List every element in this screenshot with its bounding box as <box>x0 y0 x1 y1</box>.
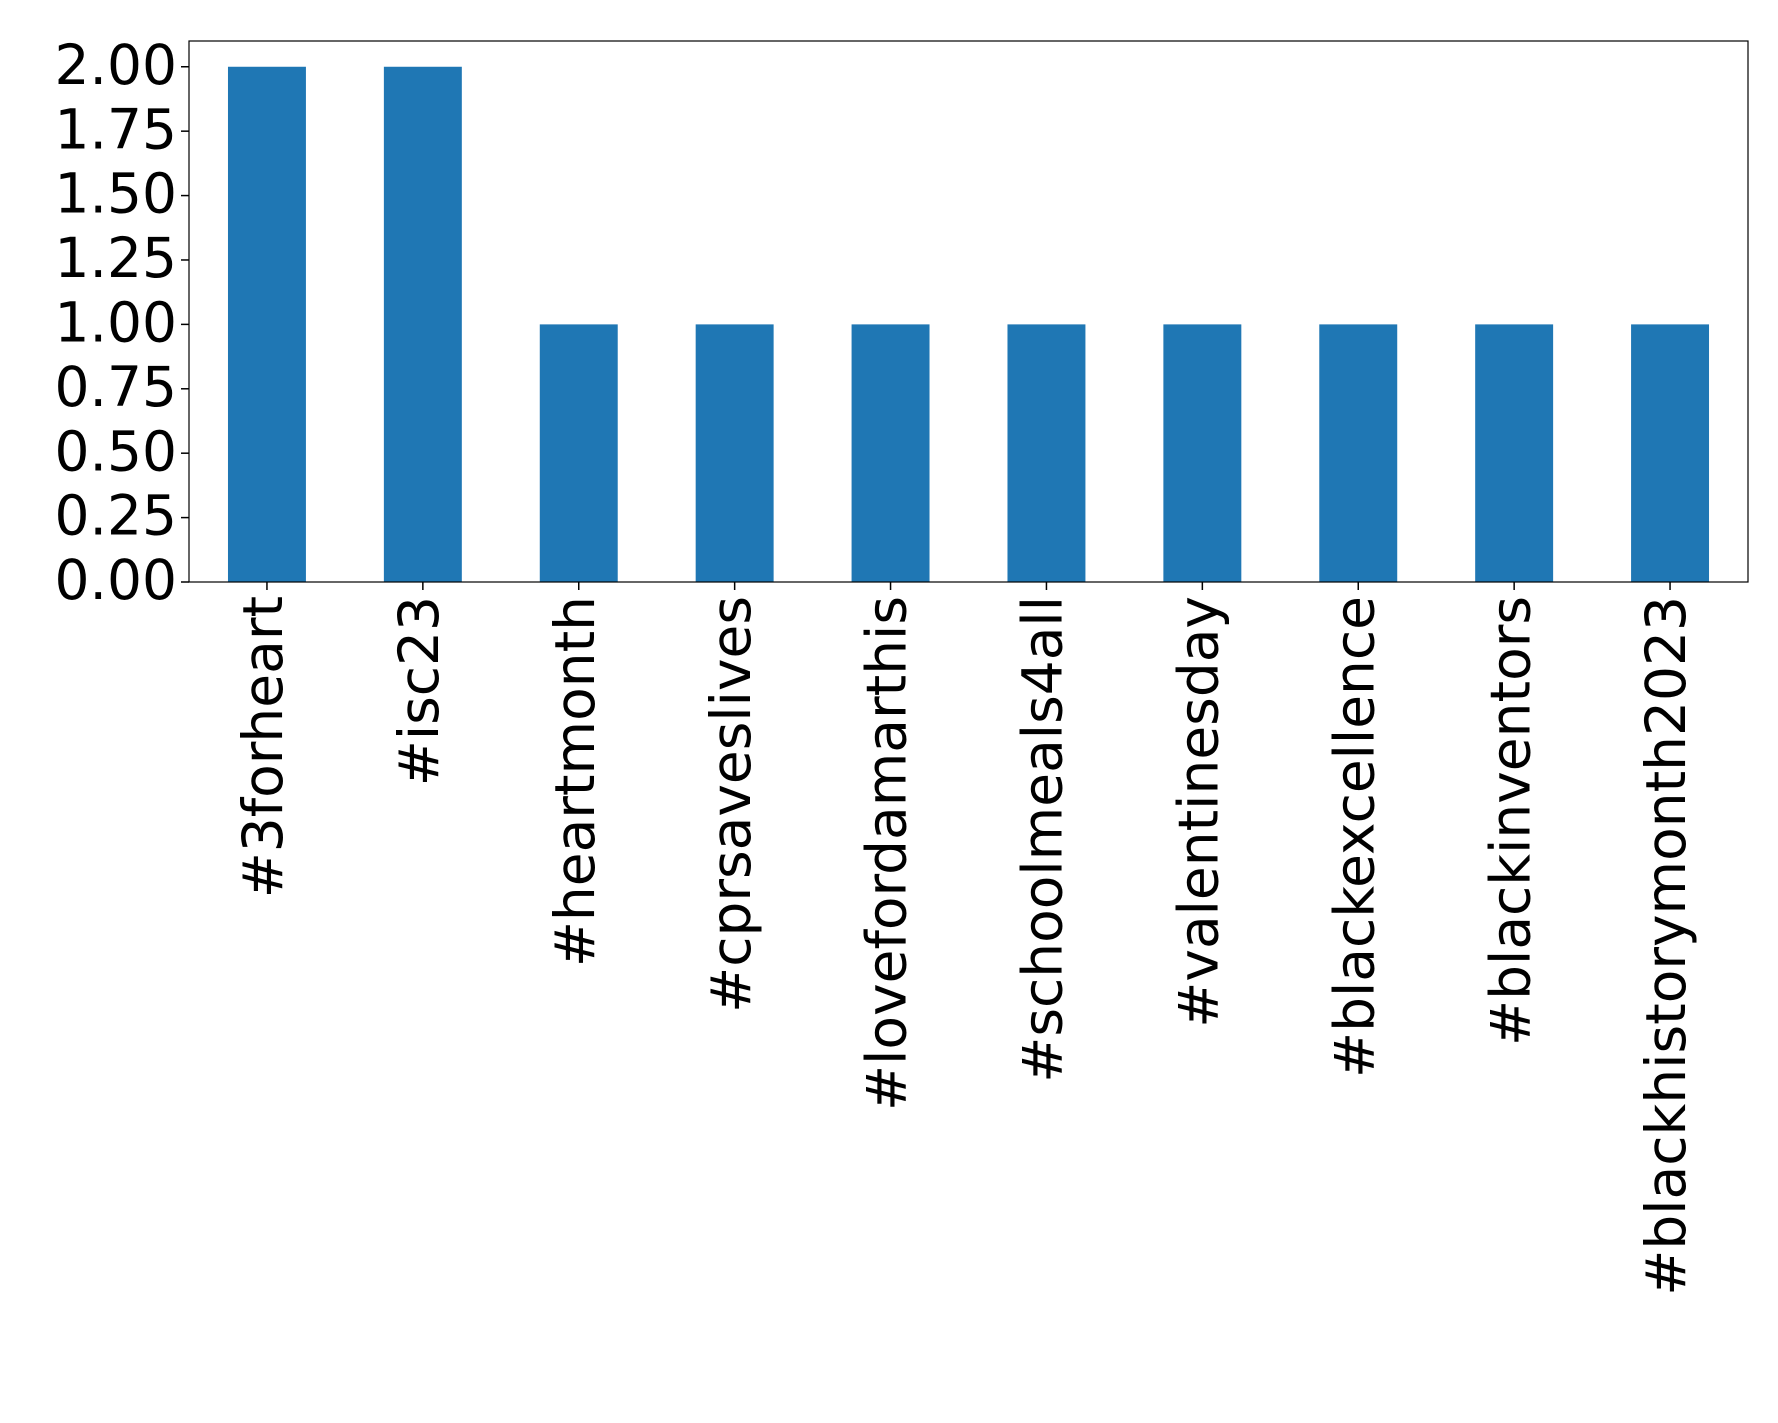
y-tick-label: 0.75 <box>55 355 177 419</box>
bar <box>383 66 462 582</box>
bar <box>1163 324 1242 582</box>
bar <box>227 66 306 582</box>
bar <box>1631 324 1710 582</box>
x-tick-label: #blackinventors <box>1478 596 1542 1046</box>
bar <box>1319 324 1398 582</box>
x-tick-label: #blackexcellence <box>1322 596 1386 1078</box>
y-tick-label: 1.25 <box>55 226 177 290</box>
bar <box>851 324 930 582</box>
plot-frame <box>188 40 1749 583</box>
bar <box>1475 324 1554 582</box>
y-tick-label: 0.25 <box>55 484 177 548</box>
x-tick-label: #lovefordamarthis <box>855 596 919 1111</box>
bar <box>539 324 618 582</box>
y-tick-label: 2.00 <box>55 33 177 97</box>
bar <box>1007 324 1086 582</box>
y-tick-label: 0.50 <box>55 419 177 483</box>
y-tick-label: 1.50 <box>55 162 177 226</box>
x-tick-label: #3forheart <box>231 596 295 898</box>
x-tick-label: #isc23 <box>387 596 451 786</box>
y-tick-label: 0.00 <box>55 548 177 612</box>
y-tick-label: 1.00 <box>55 291 177 355</box>
y-tick-label: 1.75 <box>55 97 177 161</box>
x-tick-label: #blackhistorymonth2023 <box>1634 596 1698 1296</box>
x-tick-label: #valentinesday <box>1166 596 1230 1028</box>
bar <box>695 324 774 582</box>
x-tick-label: #schoolmeals4all <box>1011 596 1075 1083</box>
x-tick-label: #heartmonth <box>543 596 607 967</box>
x-tick-label: #cprsaveslives <box>699 596 763 1013</box>
